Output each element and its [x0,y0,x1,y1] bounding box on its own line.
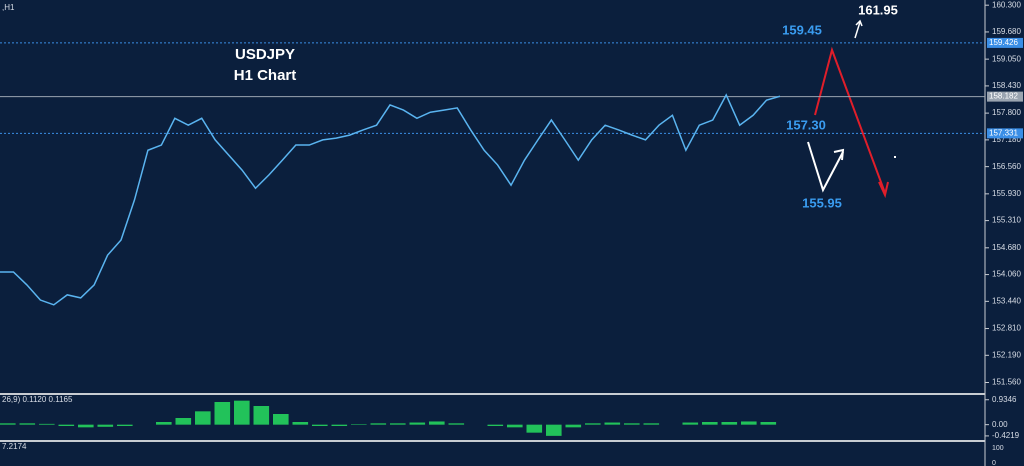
histogram-bar [526,424,543,433]
histogram-bar [292,422,309,425]
y-tick-label: 154.680 [992,243,1021,252]
histogram-bar [195,411,211,425]
histogram-bar [175,418,192,425]
histogram-bar [448,423,465,425]
level-label: 157.331 [989,128,1018,137]
y-tick-label: -0.4219 [992,431,1020,440]
level-box [987,128,1023,139]
y-tick-label: 152.810 [992,324,1021,333]
histogram-bar [604,422,621,425]
histogram-bar [78,424,94,428]
y-tick-label: 154.060 [992,270,1021,279]
histogram-bar [487,424,504,426]
forecast-arrow [814,46,886,194]
y-tick-label: 155.930 [992,189,1021,198]
histogram-bar [0,423,16,425]
arrow-head [833,148,845,161]
histogram-bar [273,414,289,425]
histogram-bar [721,422,738,425]
y-tick-label: 152.190 [992,350,1021,359]
histogram-bar [409,422,426,425]
level-label: 159.426 [989,38,1018,47]
y-tick-label: 151.560 [992,378,1021,387]
y-tick-label: 100 [992,445,1004,452]
histogram-bar [507,424,523,428]
y-tick-label: 156.560 [992,162,1021,171]
annotation: 155.95 [802,195,842,210]
histogram-bar [19,423,36,425]
forecast-arrow [854,21,861,39]
histogram-bar [760,422,777,425]
histogram-bar [58,424,75,426]
histogram-bar [234,400,250,425]
annotation: 161.95 [858,2,898,17]
y-tick-label: 157.180 [992,135,1021,144]
histogram-bar [682,422,699,425]
dot [894,156,896,158]
histogram-bar [370,423,387,425]
histogram-bar [39,423,55,425]
y-tick-label: 155.310 [992,216,1021,225]
annotation: 159.45 [782,22,822,37]
histogram-bar [253,406,270,425]
histogram-bar [565,424,582,428]
chart-title: USDJPY [235,46,295,63]
histogram-bar [643,423,660,425]
y-tick-label: 159.050 [992,54,1021,63]
y-tick-label: 160.300 [992,0,1021,9]
y-tick-label: 157.800 [992,108,1021,117]
histogram-bar [117,424,133,426]
oscillator-label: 7.2174 [2,442,27,451]
histogram-bar [351,424,367,425]
histogram-bar [214,402,231,425]
level-box [987,37,1023,48]
y-tick-label: 158.430 [992,81,1021,90]
arrow-head [878,181,889,199]
chart-subtitle: H1 Chart [234,67,297,84]
symbol-label: ,H1 [2,3,15,12]
level-label: 158.182 [989,92,1018,101]
annotation: 157.30 [786,117,826,132]
histogram-bar [312,424,328,426]
indicator-label: 26,9) 0.1120 0.1165 [2,395,73,404]
price-line [0,93,781,306]
histogram-bar [585,423,601,425]
arrow-head [855,19,863,27]
y-tick-label: 0.9346 [992,395,1017,404]
histogram-bar [156,422,172,425]
histogram-bar [546,424,562,436]
histogram-bar [429,421,445,425]
histogram-bar [390,423,406,425]
level-box [987,91,1023,102]
y-tick-label: 0 [992,460,996,466]
histogram-bar [741,421,757,425]
forecast-arrow [807,141,844,193]
histogram-bar [97,424,114,427]
histogram-bar [624,423,640,425]
histogram-bar [331,424,348,426]
y-tick-label: 0.00 [992,420,1008,429]
histogram-bar [702,422,718,425]
y-tick-label: 159.680 [992,27,1021,36]
y-tick-label: 153.440 [992,296,1021,305]
